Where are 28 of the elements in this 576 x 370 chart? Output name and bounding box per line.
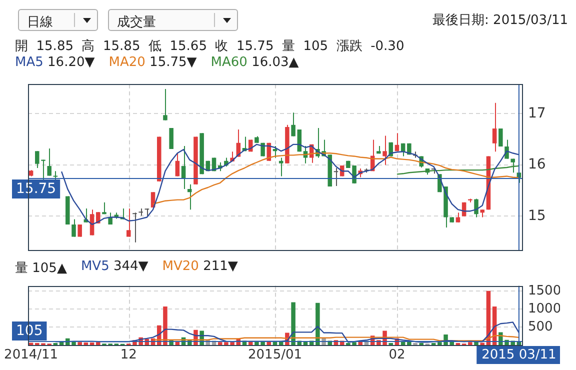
ref-line-label: 15.75 xyxy=(16,181,56,198)
text: 最後日期: 2015/03/11 xyxy=(432,12,568,29)
text: MV5 xyxy=(80,259,110,274)
text: 344▼ xyxy=(112,259,148,274)
text: 量 105▲ xyxy=(15,260,67,277)
text: 211▼ xyxy=(202,259,238,274)
y-tick-label: 16 xyxy=(528,156,546,173)
text: 16.03▲ xyxy=(250,55,299,70)
text: MV20 xyxy=(162,259,199,274)
text: MA20 xyxy=(108,55,146,70)
text: MA5 xyxy=(15,55,44,70)
text: MA60 xyxy=(210,55,248,70)
y-tick-label: 500 xyxy=(528,319,553,334)
y-tick-label: 1500 xyxy=(528,284,562,299)
x-tick-label: 12 xyxy=(120,347,137,362)
dropdown: 日線 xyxy=(18,9,98,31)
text: 開 15.85 高 15.85 低 15.65 收 15.75 量 105 漲跌 -0.30 xyxy=(15,38,404,55)
x-tick-label: 2015 03/11 xyxy=(482,347,556,362)
x-tick-label: 02 xyxy=(388,347,406,362)
x-tick-label: 2014/11 xyxy=(4,347,58,362)
dropdown: 成交量 xyxy=(108,9,238,31)
text: 16.20▼ xyxy=(46,55,95,70)
text: 15.75▼ xyxy=(148,55,197,70)
ref-line-label: 105 xyxy=(16,323,43,340)
y-tick-label: 15 xyxy=(528,208,546,224)
x-tick-label: 2015/01 xyxy=(248,347,302,362)
y-tick-label: 17 xyxy=(528,105,546,122)
y-tick-label: 1000 xyxy=(528,301,562,316)
